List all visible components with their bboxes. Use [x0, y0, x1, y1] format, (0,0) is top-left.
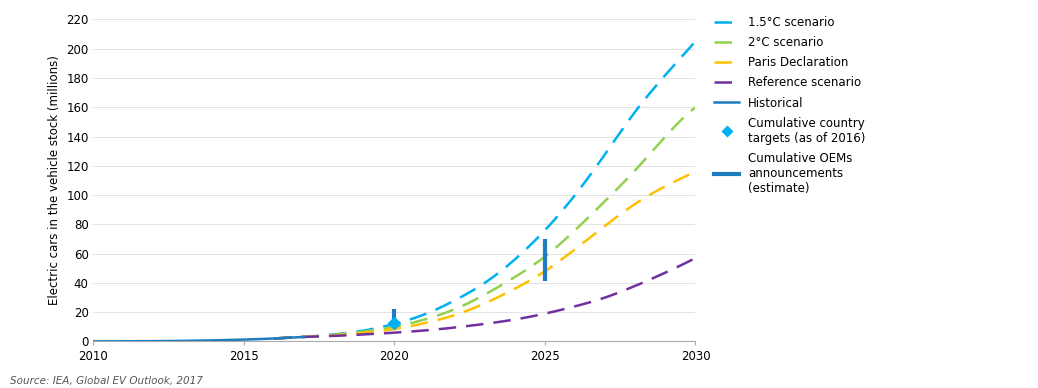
Y-axis label: Electric cars in the vehicle stock (millions): Electric cars in the vehicle stock (mill…: [48, 55, 60, 305]
Text: Source: IEA, Global EV Outlook, 2017: Source: IEA, Global EV Outlook, 2017: [10, 376, 203, 386]
Legend: 1.5°C scenario, 2°C scenario, Paris Declaration, Reference scenario, Historical,: 1.5°C scenario, 2°C scenario, Paris Decl…: [713, 16, 865, 195]
